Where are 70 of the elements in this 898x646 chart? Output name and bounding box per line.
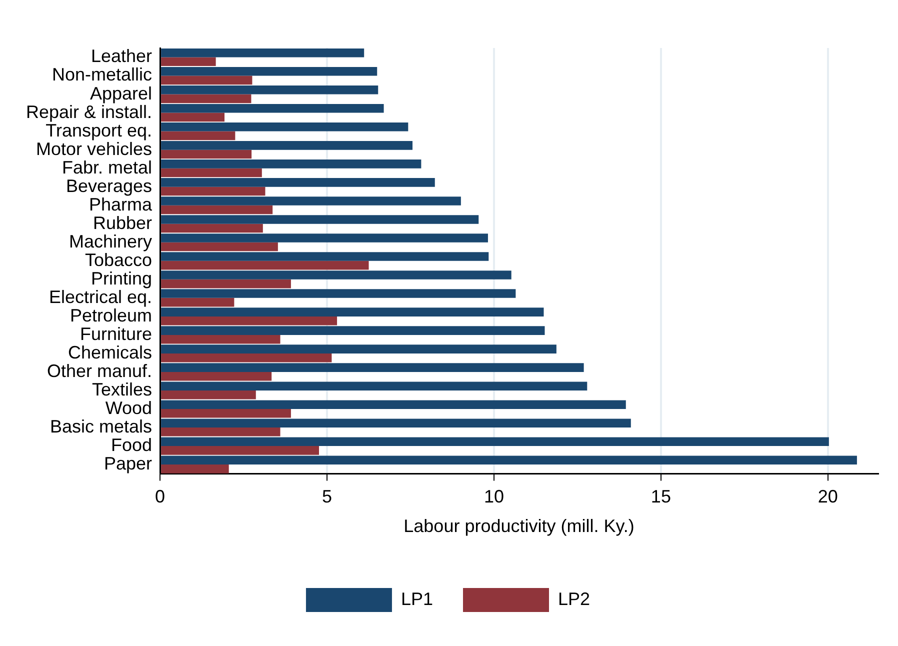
y-tick-label: Other manuf. bbox=[47, 360, 152, 381]
bar bbox=[161, 334, 280, 344]
bar bbox=[161, 298, 234, 307]
bar bbox=[161, 57, 216, 66]
bar bbox=[161, 94, 252, 104]
bar bbox=[161, 242, 278, 252]
y-tick-label: Non-metallic bbox=[52, 64, 152, 85]
bar bbox=[161, 456, 857, 465]
x-tick-label: 20 bbox=[818, 486, 838, 507]
bar bbox=[161, 372, 272, 381]
y-tick-label: Rubber bbox=[93, 212, 152, 233]
bar bbox=[161, 464, 229, 474]
bar bbox=[161, 168, 262, 178]
bar bbox=[161, 76, 252, 85]
y-tick-label: Chemicals bbox=[68, 342, 152, 362]
y-tick-label: Basic metals bbox=[50, 416, 152, 436]
x-axis-title: Labour productivity (mill. Ky.) bbox=[404, 516, 634, 536]
legend-label: LP1 bbox=[400, 588, 434, 609]
bar bbox=[161, 48, 364, 58]
bar bbox=[161, 437, 829, 446]
y-tick-label: Beverages bbox=[66, 176, 152, 196]
bar bbox=[161, 215, 479, 224]
bar bbox=[161, 382, 588, 390]
bar bbox=[161, 186, 266, 196]
bar bbox=[161, 112, 224, 122]
bar bbox=[161, 418, 631, 428]
bar bbox=[161, 260, 369, 270]
y-tick-label: Wood bbox=[105, 398, 152, 418]
bar bbox=[161, 409, 291, 418]
bar bbox=[161, 122, 408, 132]
bar bbox=[161, 141, 413, 150]
bar bbox=[161, 178, 435, 187]
bar bbox=[161, 353, 332, 362]
x-tick-label: 0 bbox=[155, 486, 166, 507]
y-tick-label: Paper bbox=[104, 454, 152, 474]
y-tick-label: Apparel bbox=[90, 83, 152, 104]
bar bbox=[161, 252, 489, 261]
y-tick-label: Fabr. metal bbox=[62, 157, 152, 178]
bar bbox=[161, 344, 556, 354]
bar bbox=[161, 234, 488, 242]
bar bbox=[161, 66, 378, 76]
legend-label: LP2 bbox=[558, 588, 590, 609]
bar bbox=[161, 270, 512, 280]
bar bbox=[161, 131, 236, 140]
bar bbox=[161, 150, 252, 159]
x-tick-label: 5 bbox=[322, 486, 332, 507]
bar bbox=[161, 326, 545, 335]
bar bbox=[161, 196, 461, 206]
bar bbox=[161, 205, 273, 214]
bar bbox=[161, 446, 320, 455]
bar bbox=[161, 224, 263, 233]
bar bbox=[161, 279, 291, 288]
bar bbox=[161, 289, 516, 298]
bar bbox=[161, 390, 256, 400]
y-tick-label: Furniture bbox=[80, 324, 152, 344]
y-tick-label: Leather bbox=[90, 46, 152, 66]
y-tick-label: Printing bbox=[91, 268, 152, 288]
x-tick-label: 15 bbox=[650, 486, 671, 507]
bar bbox=[161, 85, 378, 94]
bar bbox=[161, 428, 280, 436]
y-tick-label: Machinery bbox=[69, 231, 152, 252]
x-tick-label: 10 bbox=[484, 486, 504, 507]
bar bbox=[161, 363, 584, 372]
bar bbox=[161, 160, 422, 168]
y-tick-label: Textiles bbox=[92, 379, 152, 400]
bar bbox=[161, 104, 384, 113]
y-tick-label: Food bbox=[111, 435, 152, 455]
bar bbox=[161, 308, 544, 316]
bar bbox=[161, 400, 626, 410]
bar bbox=[161, 316, 338, 326]
